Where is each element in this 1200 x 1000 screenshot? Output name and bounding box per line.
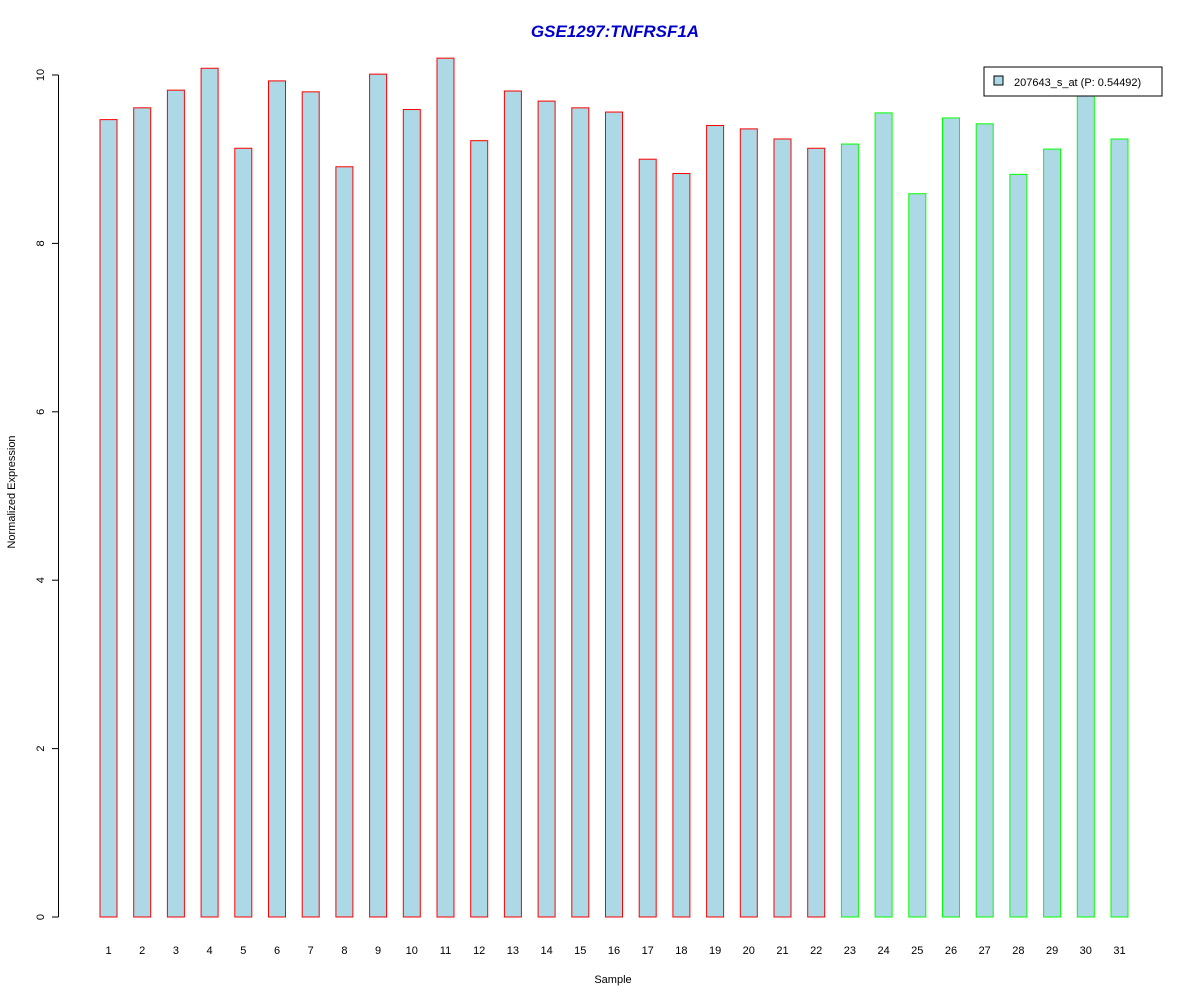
bar-sample-11 bbox=[436, 57, 455, 918]
x-tick-label: 13 bbox=[507, 945, 519, 957]
x-tick-label: 9 bbox=[375, 945, 381, 957]
bar-sample-22 bbox=[807, 147, 826, 918]
y-tick-label: 2 bbox=[35, 746, 47, 752]
x-tick-label: 16 bbox=[608, 945, 620, 957]
x-tick-label: 15 bbox=[574, 945, 586, 957]
x-tick-label: 30 bbox=[1080, 945, 1092, 957]
x-tick-label: 23 bbox=[844, 945, 856, 957]
x-tick-label: 28 bbox=[1012, 945, 1024, 957]
bar-sample-17 bbox=[638, 158, 657, 918]
x-tick-label: 3 bbox=[173, 945, 179, 957]
bar-sample-29 bbox=[1043, 148, 1062, 918]
bar-sample-19 bbox=[706, 125, 725, 918]
x-tick-label: 29 bbox=[1046, 945, 1058, 957]
legend: 207643_s_at (P: 0.54492) bbox=[983, 66, 1163, 97]
bar-sample-30 bbox=[1076, 87, 1095, 918]
x-tick-label: 22 bbox=[810, 945, 822, 957]
bar-sample-1 bbox=[99, 119, 118, 918]
x-tick-label: 7 bbox=[308, 945, 314, 957]
bar-sample-20 bbox=[739, 128, 758, 918]
bar-sample-5 bbox=[234, 147, 253, 918]
y-axis-label: Normalized Expression bbox=[6, 435, 18, 548]
bar-sample-28 bbox=[1009, 173, 1028, 918]
y-tick-label: 10 bbox=[35, 69, 47, 81]
x-tick-label: 20 bbox=[743, 945, 755, 957]
x-tick-label: 24 bbox=[877, 945, 889, 957]
bar-sample-25 bbox=[908, 193, 927, 918]
bar-sample-2 bbox=[133, 107, 152, 918]
x-tick-labels: 1 2 3 4 5 6 7 8 9 10 11 12 13 14 15 16 17 18 19 20 21 22 23 24 2… bbox=[105, 945, 1125, 957]
x-tick-label: 10 bbox=[406, 945, 418, 957]
bar-sample-12 bbox=[470, 140, 489, 918]
x-tick-label: 2 bbox=[139, 945, 145, 957]
x-tick-label: 6 bbox=[274, 945, 280, 957]
bar-sample-14 bbox=[537, 100, 556, 918]
legend-label: 207643_s_at (P: 0.54492) bbox=[1014, 77, 1141, 89]
x-tick-label: 11 bbox=[440, 945, 451, 957]
bar-sample-13 bbox=[503, 90, 522, 918]
y-tick-label: 8 bbox=[35, 240, 47, 246]
x-tick-label: 19 bbox=[709, 945, 721, 957]
bar-sample-15 bbox=[571, 107, 590, 918]
x-tick-label: 26 bbox=[945, 945, 957, 957]
x-tick-label: 14 bbox=[540, 945, 552, 957]
x-tick-label: 17 bbox=[642, 945, 654, 957]
bar-sample-7 bbox=[301, 91, 320, 918]
bar-sample-26 bbox=[942, 117, 960, 918]
bar-sample-16 bbox=[605, 111, 623, 918]
x-tick-label: 5 bbox=[240, 945, 246, 957]
x-tick-label: 12 bbox=[473, 945, 485, 957]
x-tick-label: 1 bbox=[105, 945, 111, 957]
x-tick-label: 25 bbox=[911, 945, 923, 957]
bar-sample-21 bbox=[773, 138, 792, 918]
y-axis: 0 2 4 6 8 10 bbox=[35, 69, 59, 920]
y-tick-label: 0 bbox=[35, 914, 47, 920]
bar-sample-27 bbox=[975, 123, 994, 918]
x-tick-label: 31 bbox=[1113, 945, 1125, 957]
bar-sample-10 bbox=[402, 109, 421, 918]
bar-sample-9 bbox=[369, 73, 388, 918]
x-tick-label: 21 bbox=[776, 945, 788, 957]
y-tick-label: 6 bbox=[35, 409, 47, 415]
bar-sample-3 bbox=[166, 89, 185, 918]
x-tick-label: 27 bbox=[979, 945, 991, 957]
bar-sample-23 bbox=[840, 143, 859, 918]
x-tick-label: 8 bbox=[341, 945, 347, 957]
legend-swatch bbox=[993, 75, 1004, 86]
bar-sample-18 bbox=[672, 173, 691, 918]
x-axis-label: Sample bbox=[594, 974, 631, 986]
y-tick-label: 4 bbox=[35, 577, 47, 583]
bars-group bbox=[99, 57, 1129, 918]
x-tick-label: 4 bbox=[207, 945, 213, 957]
bar-sample-4 bbox=[200, 67, 219, 918]
chart-title: GSE1297:TNFRSF1A bbox=[531, 22, 699, 41]
legend-box bbox=[983, 66, 1163, 97]
x-tick-label: 18 bbox=[675, 945, 687, 957]
bar-sample-31 bbox=[1110, 138, 1129, 918]
bar-sample-6 bbox=[268, 80, 286, 918]
bar-sample-8 bbox=[335, 166, 354, 918]
bar-sample-24 bbox=[874, 112, 893, 918]
